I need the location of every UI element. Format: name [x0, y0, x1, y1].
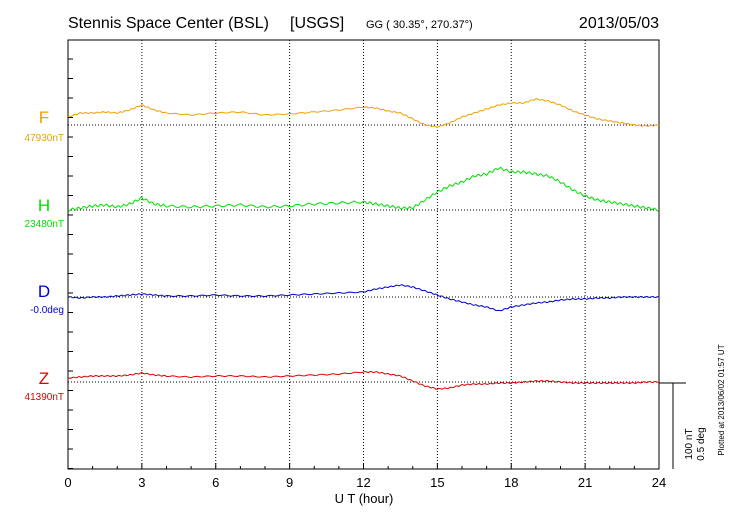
x-tick-label-12: 12: [356, 475, 370, 490]
scale-bar-nt: 100 nT: [684, 428, 695, 459]
date-label: 2013/05/03: [579, 15, 659, 32]
series-baseline-D: -0.0deg: [30, 305, 64, 316]
series-line-D: [67, 284, 660, 312]
x-tick-label-9: 9: [286, 475, 293, 490]
series-labels: F 47930nT H 23480nT D -0.0deg Z 41390nT: [25, 108, 64, 403]
x-tick-label-3: 3: [138, 475, 145, 490]
x-axis-label: U T (hour): [335, 491, 394, 506]
x-tick-label-24: 24: [652, 475, 666, 490]
station-title: Stennis Space Center (BSL): [68, 15, 269, 32]
x-tick-label-0: 0: [64, 475, 71, 490]
series-baseline-H: 23480nT: [25, 219, 64, 230]
series-line-H: [67, 166, 660, 212]
x-tick-label-21: 21: [578, 475, 592, 490]
network-label: [USGS]: [290, 15, 344, 32]
series-lines: [67, 98, 660, 390]
x-tick-label-18: 18: [504, 475, 518, 490]
x-tick-labels: 0 3 6 9 12 15 18 21 24: [64, 475, 666, 490]
plot-frame: [67, 39, 660, 470]
x-tick-label-6: 6: [212, 475, 219, 490]
series-baseline-F: 47930nT: [25, 133, 64, 144]
series-letter-D: D: [38, 282, 50, 301]
series-line-F: [67, 98, 660, 129]
series-letter-H: H: [38, 196, 50, 215]
x-tick-label-15: 15: [430, 475, 444, 490]
series-baseline-Z: 41390nT: [25, 392, 64, 403]
coords-label: GG ( 30.35°, 270.37°): [366, 19, 473, 31]
series-line-Z: [67, 370, 660, 390]
plotted-note: Plotted at 2013/06/02 01:57 UT: [717, 344, 726, 455]
series-letter-F: F: [39, 108, 49, 127]
grid: [67, 40, 660, 469]
series-letter-Z: Z: [39, 369, 49, 388]
scale-bar-deg: 0.5 deg: [696, 427, 707, 460]
